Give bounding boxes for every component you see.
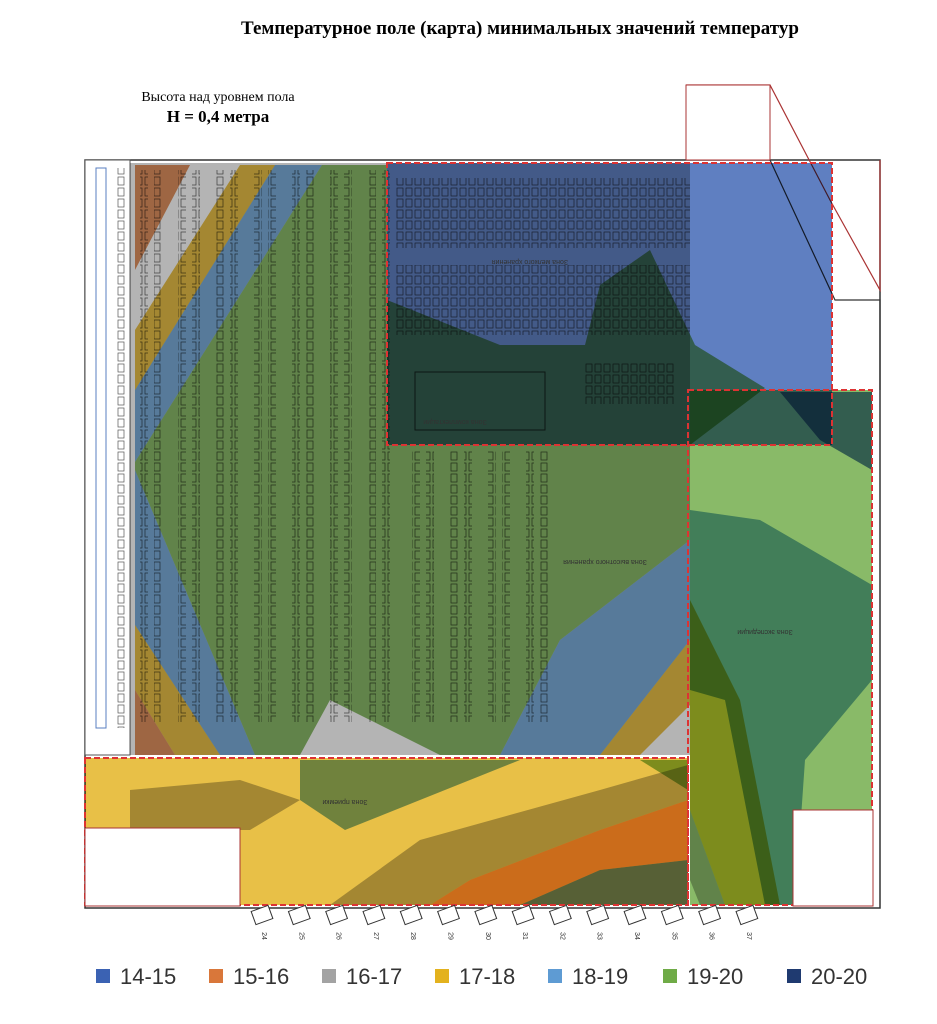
legend-label: 14-15 [120,964,176,989]
legend-label: 18-19 [572,964,628,989]
dock-label: 37 [745,932,752,940]
temperature-region [690,810,725,905]
temperature-region [135,165,190,270]
dock [325,904,349,926]
temperature-region [430,800,688,905]
dock-label: 24 [260,932,267,940]
dock-label: 36 [708,932,715,940]
dock [474,904,498,926]
dock-label: 31 [521,932,528,940]
zone-border [386,162,833,446]
subtitle-caption: Высота над уровнем пола [141,90,295,105]
heat-layer [85,163,872,905]
legend-swatch [209,969,223,983]
temperature-region [387,250,765,445]
temperature-region [135,470,255,755]
temperature-region [300,760,520,830]
dock [437,904,460,926]
legend-label: 15-16 [233,964,289,989]
temperature-region [135,690,175,755]
zone-label: Зона комплектации [423,418,487,425]
temperature-region [640,760,688,790]
dock [623,904,647,926]
temperature-region [330,765,688,905]
legend-swatch [663,969,677,983]
dock [399,904,423,926]
temperature-region [520,860,688,905]
temperature-region [690,600,780,905]
temperature-region [690,510,872,905]
long-rack [95,167,107,729]
docks: 24 25 26 27 28 29 30 31 32 33 34 35 36 37 [250,904,759,940]
legend: 14-15 15-16 16-17 17-18 18-19 19-20 20-20 [96,964,867,989]
temperature-region [780,392,872,470]
temperature-region [135,625,220,755]
dock [250,904,274,926]
service-rooms [792,809,874,907]
dock-label: 27 [372,932,379,940]
dock-label: 35 [670,932,677,940]
temperature-region [600,640,690,755]
legend-swatch [435,969,449,983]
legend-label: 17-18 [459,964,515,989]
dock [362,904,386,926]
dock [511,904,535,926]
floor-plan: Зона мелкого хранения Зона комплектации … [84,84,881,909]
legend-swatch [96,969,110,983]
zone-label: Зона экспедиции [737,628,792,635]
dock [287,904,311,926]
title: Температурное поле (карта) минимальных з… [241,18,799,39]
temperature-region [500,540,690,755]
dock-label: 26 [335,932,342,940]
temperature-region [130,780,300,830]
dock [660,904,684,926]
dock-label: 29 [447,932,454,940]
dock-label: 33 [596,932,603,940]
dock-label: 28 [409,932,416,940]
legend-swatch [787,969,801,983]
legend-swatch [322,969,336,983]
zone-label: Зона мелкого хранения [492,258,568,265]
dock [586,904,610,926]
dock-label: 25 [297,932,304,940]
annex-room [685,84,771,161]
temperature-region [135,165,690,755]
long-rack [117,168,126,728]
legend-swatch [548,969,562,983]
dock-label: 34 [633,932,640,940]
dock-label: 32 [558,932,565,940]
legend-label: 20-20 [811,964,867,989]
legend-label: 16-17 [346,964,402,989]
dock-label: 30 [484,932,491,940]
zone-border [687,389,873,906]
zone-label: Зона высотного хранения [563,558,647,565]
dock [698,904,722,926]
service-rooms [84,827,241,907]
subtitle-height: H = 0,4 метра [167,107,270,126]
legend-label: 19-20 [687,964,743,989]
dock [735,904,759,926]
zone-label: Зона приемки [322,798,367,805]
dock [548,904,572,926]
